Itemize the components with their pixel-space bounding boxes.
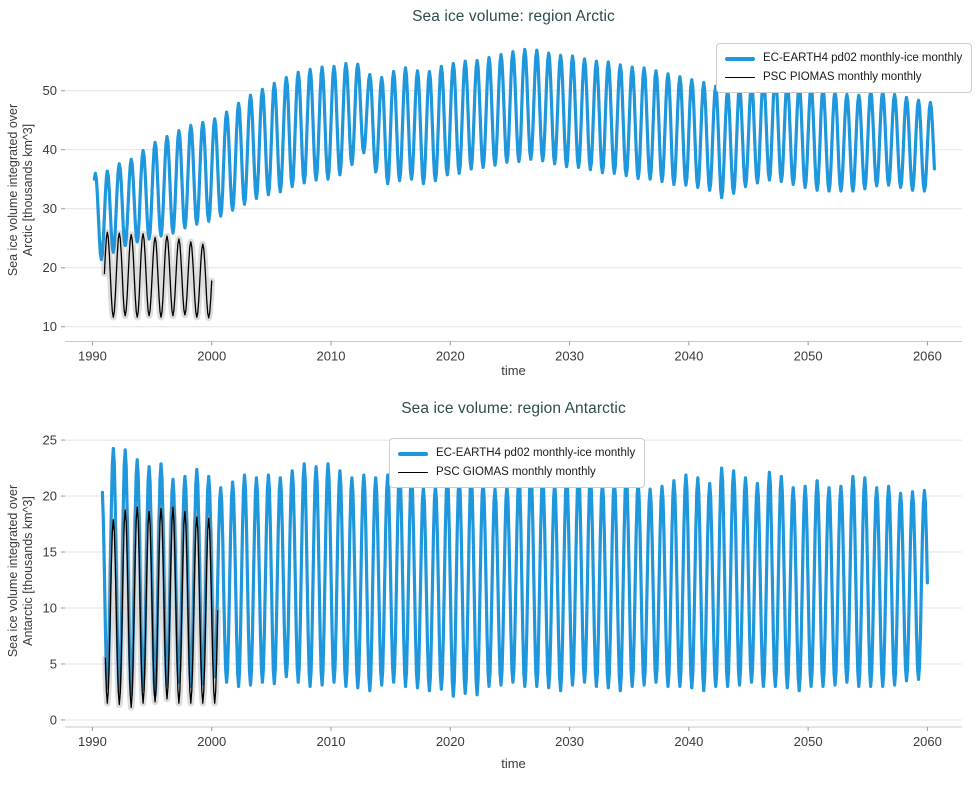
legend-line-sample-model: [398, 451, 428, 456]
legend-line-sample-reference: [725, 76, 755, 79]
x-tick-label: 2020: [436, 349, 465, 364]
y-axis-label-arctic: Sea ice volume integrated over Arctic [t…: [6, 20, 36, 360]
series-line-model: [92, 47, 937, 262]
x-tick-label: 2020: [436, 734, 465, 749]
legend-label-model: EC-EARTH4 pd02 monthly-ice monthly: [436, 447, 636, 459]
y-tick-label: 25: [43, 433, 57, 448]
x-tick-label: 2060: [913, 734, 942, 749]
legend-arctic: EC-EARTH4 pd02 monthly-ice monthly PSC P…: [716, 43, 973, 93]
y-axis-label-line2: Antarctic [thousands km^3]: [21, 496, 35, 646]
x-tick-label: 1990: [78, 734, 107, 749]
y-tick-label: 20: [43, 260, 57, 275]
y-axis-label-line1: Sea ice volume integrated over: [6, 484, 20, 658]
y-tick-label: 10: [43, 319, 57, 334]
legend-entry-reference: PSC PIOMAS monthly monthly: [725, 68, 962, 87]
y-tick-label: 5: [50, 656, 57, 671]
y-axis-label-line2: Arctic [thousands km^3]: [21, 123, 35, 257]
series-line-reference: [103, 231, 213, 319]
y-axis-label-line1: Sea ice volume integrated over: [6, 103, 20, 277]
x-axis-label-antarctic: time: [501, 756, 526, 771]
legend-label-reference: PSC PIOMAS monthly monthly: [763, 71, 922, 83]
y-tick-label: 10: [43, 600, 57, 615]
series-line-reference: [104, 506, 219, 709]
x-tick-label: 2050: [794, 734, 823, 749]
x-tick-label: 2000: [197, 734, 226, 749]
y-tick-label: 50: [43, 83, 57, 98]
legend-antarctic: EC-EARTH4 pd02 monthly-ice monthly PSC G…: [389, 438, 646, 488]
legend-label-reference: PSC GIOMAS monthly monthly: [436, 466, 596, 478]
y-tick-label: 20: [43, 489, 57, 504]
x-tick-label: 2000: [197, 349, 226, 364]
x-tick-label: 2040: [674, 349, 703, 364]
x-tick-label: 2060: [913, 349, 942, 364]
chart-title-arctic: Sea ice volume: region Arctic: [412, 8, 615, 25]
x-tick-label: 1990: [78, 349, 107, 364]
legend-entry-model: EC-EARTH4 pd02 monthly-ice monthly: [725, 49, 962, 68]
legend-line-sample-model: [725, 56, 755, 61]
chart-arctic: 10 20 30 40 50 1990 2000 2010 2020 2030 2040 2050 20…: [0, 0, 977, 393]
y-tick-label: 40: [43, 142, 57, 157]
x-axis-label-arctic: time: [501, 363, 526, 378]
legend-line-sample-reference: [398, 471, 428, 474]
y-tick-label: 15: [43, 545, 57, 560]
series-line-model: [100, 446, 930, 698]
y-tick-label: 0: [50, 712, 57, 727]
legend-entry-reference: PSC GIOMAS monthly monthly: [398, 463, 635, 482]
y-axis-label-antarctic: Sea ice volume integrated over Antarctic…: [6, 401, 36, 741]
x-tick-label: 2030: [555, 349, 584, 364]
x-tick-label: 2010: [317, 349, 346, 364]
y-tick-label: 30: [43, 201, 57, 216]
x-tick-label: 2010: [317, 734, 346, 749]
chart-antarctic: 0 5 10 15 20 25 1990 2000 2010 2020 2030 2040 2050 20…: [0, 393, 977, 787]
legend-label-model: EC-EARTH4 pd02 monthly-ice monthly: [763, 52, 963, 64]
x-tick-label: 2040: [674, 734, 703, 749]
legend-entry-model: EC-EARTH4 pd02 monthly-ice monthly: [398, 444, 635, 463]
x-tick-label: 2030: [555, 734, 584, 749]
chart-title-antarctic: Sea ice volume: region Antarctic: [401, 400, 626, 417]
x-tick-label: 2050: [794, 349, 823, 364]
